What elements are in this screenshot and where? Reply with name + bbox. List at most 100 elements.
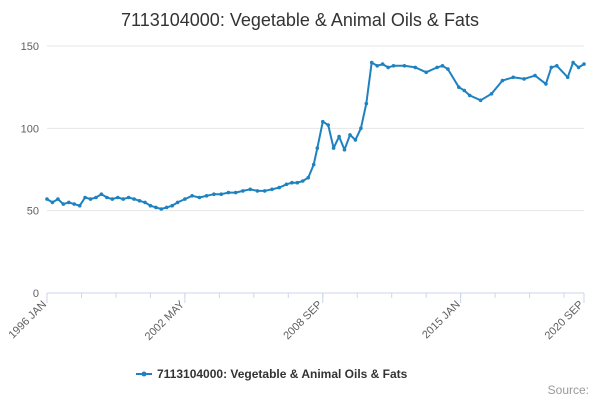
data-point[interactable] (582, 62, 586, 66)
x-tick-label: 1996 JAN (6, 299, 49, 342)
data-point[interactable] (467, 93, 472, 98)
y-axis-ticks: 0 50 100 150 (21, 41, 39, 300)
data-point[interactable] (197, 195, 202, 200)
chart-title: 7113104000: Vegetable & Animal Oils & Fa… (121, 10, 479, 30)
data-point[interactable] (255, 189, 260, 193)
data-point[interactable] (45, 197, 49, 201)
data-point[interactable] (413, 65, 418, 70)
data-point[interactable] (446, 67, 450, 71)
legend-label[interactable]: 7113104000: Vegetable & Animal Oils & Fa… (157, 367, 408, 381)
grid-lines (47, 45, 584, 212)
data-point[interactable] (402, 64, 407, 68)
legend[interactable]: 7113104000: Vegetable & Animal Oils & Fa… (136, 367, 408, 381)
series-line[interactable] (46, 61, 585, 210)
y-tick-label: 150 (21, 41, 39, 53)
data-point[interactable] (295, 180, 300, 185)
data-point[interactable] (348, 133, 352, 137)
x-tick-label: 2020 SEP (543, 299, 587, 343)
data-point[interactable] (359, 126, 363, 131)
data-point[interactable] (143, 200, 147, 205)
data-point[interactable] (462, 88, 467, 93)
data-point[interactable] (204, 194, 209, 198)
data-point[interactable] (61, 202, 66, 206)
data-point[interactable] (533, 73, 537, 78)
data-point[interactable] (306, 175, 311, 180)
data-point[interactable] (284, 182, 289, 187)
data-point[interactable] (219, 192, 223, 196)
data-point[interactable] (522, 77, 526, 81)
data-point[interactable] (175, 200, 180, 205)
x-axis-ticks: 1996 JAN 2002 MAY 2008 SEP 2015 JAN 2020 SEP (6, 293, 586, 343)
data-point[interactable] (170, 203, 174, 208)
data-point[interactable] (342, 147, 347, 152)
data-point[interactable] (164, 205, 169, 210)
data-point[interactable] (99, 192, 104, 196)
data-point[interactable] (565, 75, 570, 80)
data-point[interactable] (326, 123, 331, 127)
data-point[interactable] (311, 162, 316, 167)
data-point[interactable] (576, 65, 581, 70)
data-point[interactable] (380, 62, 385, 66)
data-point[interactable] (56, 197, 60, 201)
legend-marker-icon (141, 371, 147, 377)
data-point[interactable] (435, 65, 439, 70)
data-point[interactable] (83, 195, 87, 200)
data-point[interactable] (77, 203, 82, 208)
data-point[interactable] (375, 64, 380, 68)
data-point[interactable] (248, 187, 252, 192)
x-tick-label: 2002 MAY (143, 298, 188, 343)
data-point[interactable] (94, 195, 98, 200)
x-tick-label: 2015 JAN (420, 299, 463, 342)
data-point[interactable] (126, 195, 131, 200)
data-point[interactable] (262, 189, 267, 193)
data-point[interactable] (386, 65, 390, 70)
data-point[interactable] (183, 197, 187, 201)
data-point[interactable] (391, 64, 396, 68)
data-point[interactable] (337, 134, 341, 139)
data-point[interactable] (331, 146, 336, 150)
data-point[interactable] (315, 146, 320, 150)
data-point[interactable] (50, 200, 55, 205)
data-point[interactable] (72, 202, 76, 206)
data-point[interactable] (270, 187, 274, 192)
data-point[interactable] (321, 119, 325, 124)
data-point[interactable] (233, 190, 238, 195)
data-point[interactable] (500, 78, 505, 83)
data-point[interactable] (353, 138, 358, 142)
data-point[interactable] (226, 190, 231, 195)
data-point[interactable] (544, 82, 548, 86)
data-point[interactable] (241, 189, 245, 193)
data-point[interactable] (440, 64, 445, 68)
y-tick-label: 100 (21, 123, 39, 135)
data-point[interactable] (88, 197, 93, 201)
data-point[interactable] (424, 70, 429, 75)
data-point[interactable] (571, 60, 575, 65)
data-point[interactable] (364, 101, 369, 106)
data-point[interactable] (489, 92, 494, 96)
data-point[interactable] (555, 64, 559, 68)
data-point[interactable] (67, 200, 71, 205)
data-point[interactable] (190, 194, 194, 198)
data-point[interactable] (301, 179, 305, 183)
data-point[interactable] (105, 195, 109, 200)
data-point[interactable] (457, 85, 461, 89)
data-point[interactable] (154, 205, 158, 210)
data-point[interactable] (116, 195, 120, 200)
data-point[interactable] (148, 203, 153, 208)
data-point[interactable] (110, 197, 115, 201)
data-point[interactable] (290, 180, 294, 185)
data-point[interactable] (121, 197, 125, 201)
data-point[interactable] (137, 199, 142, 203)
data-point[interactable] (212, 192, 216, 196)
source-label: Source: (548, 383, 589, 397)
data-point[interactable] (277, 185, 282, 190)
data-point[interactable] (511, 75, 515, 80)
data-point[interactable] (159, 207, 164, 211)
y-tick-label: 0 (33, 288, 39, 300)
data-point[interactable] (132, 197, 136, 201)
data-point[interactable] (478, 98, 483, 103)
data-point[interactable] (369, 60, 374, 65)
data-point[interactable] (549, 65, 554, 70)
series-markers[interactable] (45, 60, 586, 211)
